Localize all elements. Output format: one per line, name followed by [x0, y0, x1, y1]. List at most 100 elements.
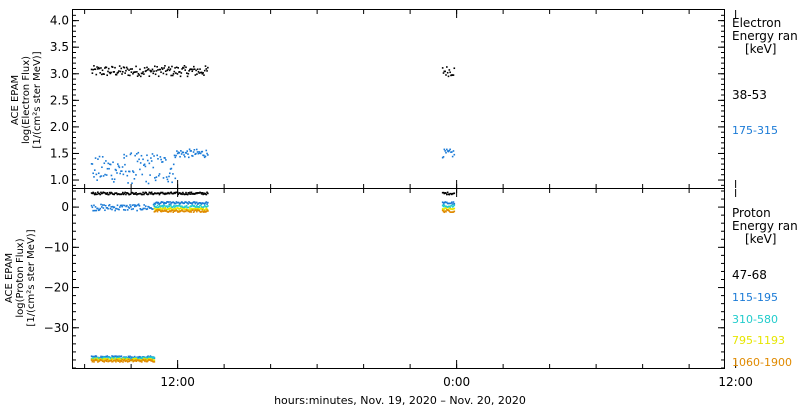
electron-point-38-53 — [113, 71, 116, 73]
proton-point-47-68 — [115, 192, 118, 194]
electron-point-38-53 — [204, 65, 207, 67]
electron-point-175-315 — [182, 151, 185, 154]
proton-point-115-195 — [136, 209, 138, 212]
proton-point-310-580 — [156, 204, 159, 207]
proton-point-115-195 — [127, 355, 130, 358]
proton-point-115-195 — [125, 205, 127, 208]
electron-point-38-53 — [101, 69, 104, 72]
proton-point-115-195 — [157, 201, 160, 204]
electron-point-38-53 — [162, 72, 165, 75]
electron-point-175-315 — [154, 177, 156, 179]
electron-point-175-315 — [115, 169, 118, 172]
electron-point-175-315 — [441, 156, 444, 159]
proton-point-1060-1900 — [105, 360, 108, 363]
proton-legend-entry-3: 310-580 — [732, 313, 778, 326]
electron-point-38-53 — [149, 69, 151, 72]
proton-point-310-580 — [139, 357, 142, 360]
proton-point-1060-1900 — [121, 359, 124, 361]
electron-point-175-315 — [145, 180, 147, 183]
proton-point-795-1193 — [202, 207, 204, 210]
electron-point-38-53 — [156, 65, 158, 68]
electron-point-38-53 — [121, 73, 123, 75]
proton-point-47-68 — [92, 191, 94, 194]
electron-point-175-315 — [97, 172, 100, 175]
electron-point-38-53 — [159, 68, 162, 71]
electron-point-38-53 — [119, 70, 122, 73]
electron-point-175-315 — [122, 173, 125, 176]
proton-ytick-label: 0 — [61, 200, 69, 214]
proton-point-795-1193 — [144, 358, 146, 360]
proton-point-1060-1900 — [114, 359, 116, 362]
proton-point-115-195 — [448, 202, 451, 205]
proton-point-1060-1900 — [151, 359, 153, 361]
proton-point-47-68 — [181, 193, 183, 196]
electron-point-175-315 — [138, 158, 140, 161]
proton-point-795-1193 — [133, 359, 135, 361]
proton-point-795-1193 — [93, 357, 96, 360]
electron-point-38-53 — [445, 74, 447, 76]
proton-point-795-1193 — [452, 207, 455, 210]
proton-point-795-1193 — [153, 359, 156, 361]
electron-point-38-53 — [107, 70, 109, 73]
electron-point-38-53 — [118, 70, 120, 72]
electron-point-38-53 — [123, 66, 126, 69]
electron-point-175-315 — [445, 151, 447, 154]
electron-point-175-315 — [107, 162, 110, 165]
proton-point-310-580 — [142, 356, 145, 359]
proton-point-115-195 — [147, 355, 149, 358]
electron-point-38-53 — [166, 69, 169, 72]
proton-point-47-68 — [189, 191, 191, 194]
electron-point-38-53 — [201, 73, 204, 75]
electron-point-38-53 — [183, 65, 186, 67]
electron-point-175-315 — [144, 165, 147, 168]
proton-point-47-68 — [184, 193, 187, 196]
proton-point-310-580 — [155, 206, 158, 209]
proton-point-115-195 — [163, 203, 165, 205]
electron-legend-entry-2: 175-315 — [732, 124, 778, 137]
proton-point-1060-1900 — [163, 209, 166, 212]
electron-point-38-53 — [451, 74, 454, 76]
electron-point-38-53 — [188, 70, 190, 72]
proton-point-47-68 — [149, 191, 151, 194]
electron-y-axis: 1.0 1.5 2.0 2.5 3.0 3.5 4.0 — [50, 14, 724, 187]
proton-point-115-195 — [196, 201, 198, 204]
proton-point-1060-1900 — [156, 210, 159, 213]
electron-point-175-315 — [96, 179, 98, 181]
proton-point-795-1193 — [164, 207, 167, 209]
electron-point-175-315 — [195, 152, 197, 155]
electron-point-38-53 — [193, 68, 196, 70]
proton-point-115-195 — [445, 201, 447, 204]
electron-point-175-315 — [154, 179, 157, 182]
proton-point-47-68 — [444, 192, 446, 194]
electron-point-38-53 — [442, 72, 445, 74]
proton-point-310-580 — [448, 205, 451, 208]
proton-point-1060-1900 — [90, 359, 93, 361]
proton-point-47-68 — [446, 191, 449, 194]
electron-point-175-315 — [91, 163, 94, 165]
electron-point-38-53 — [147, 68, 150, 70]
electron-point-175-315 — [139, 168, 141, 171]
electron-point-175-315 — [183, 154, 185, 156]
electron-point-38-53 — [145, 69, 148, 72]
electron-point-38-53 — [135, 65, 137, 68]
proton-point-115-195 — [193, 201, 196, 203]
proton-point-47-68 — [442, 191, 445, 194]
electron-point-175-315 — [451, 155, 454, 158]
electron-point-175-315 — [113, 178, 116, 181]
proton-point-115-195 — [101, 204, 104, 206]
proton-point-115-195 — [446, 202, 449, 205]
proton-point-310-580 — [162, 206, 164, 208]
proton-point-310-580 — [133, 356, 136, 359]
proton-point-310-580 — [150, 356, 153, 359]
proton-point-795-1193 — [188, 207, 191, 209]
electron-point-38-53 — [177, 67, 180, 69]
electron-point-175-315 — [162, 177, 165, 179]
proton-point-115-195 — [121, 205, 124, 208]
electron-point-38-53 — [161, 67, 163, 69]
electron-point-175-315 — [94, 157, 97, 159]
electron-point-38-53 — [118, 65, 121, 67]
proton-point-1060-1900 — [176, 210, 178, 212]
proton-point-47-68 — [129, 193, 132, 195]
proton-point-115-195 — [205, 201, 208, 203]
